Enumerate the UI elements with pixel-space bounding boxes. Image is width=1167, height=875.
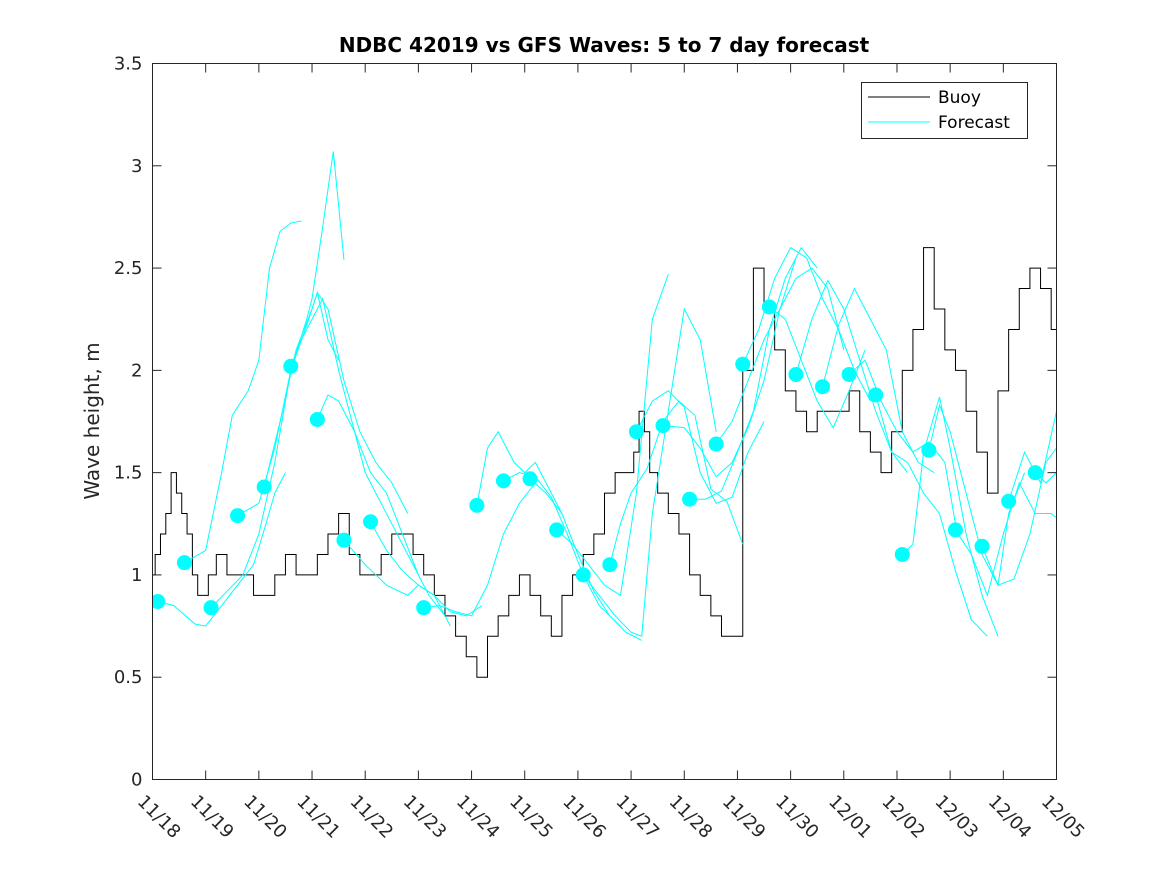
forecast-line [742,246,871,402]
forecast-point [921,442,937,458]
forecast-line [822,287,935,474]
forecast-line [290,297,419,576]
legend-box [861,82,1028,139]
forecast-line [210,290,340,609]
y-tick-label: 2.5 [114,258,143,279]
x-tick-label: 11/26 [558,791,610,843]
y-axis-label: Wave height, m [80,342,104,499]
forecast-point [788,366,804,382]
legend-label-forecast: Forecast [938,113,1010,133]
chart-title: NDBC 42019 vs GFS Waves: 5 to 7 day fore… [339,33,870,57]
forecast-line [609,400,744,565]
forecast-line [769,306,866,429]
forecast-point [522,471,538,487]
x-tick-label: 12/04 [984,791,1036,843]
x-tick-label: 11/19 [186,791,238,843]
x-tick-label: 11/29 [718,791,770,843]
forecast-point [682,491,698,507]
plot-frame [152,63,1057,780]
forecast-line [370,521,483,617]
forecast-line [582,307,717,638]
y-tick-label: 0.5 [114,667,143,688]
series-layer [152,151,1057,678]
forecast-line [901,396,999,637]
forecast-line [662,257,797,478]
x-tick-label: 11/28 [665,791,717,843]
forecast-line [184,220,302,564]
forecast-line [715,267,845,445]
forecast-line [955,481,1057,598]
forecast-point [1027,465,1043,481]
forecast-line [875,394,988,637]
forecast-point [549,522,565,538]
forecast-point [708,436,724,452]
forecast-point [894,546,910,562]
y-tick-label: 0 [131,770,142,791]
forecast-line [981,447,1057,586]
forecast-point [469,497,485,513]
forecast-point [947,522,963,538]
forecast-point [815,379,831,395]
forecast-point [336,532,352,548]
forecast-point [841,366,857,382]
y-tick-label: 3 [131,156,142,177]
forecast-line [928,403,1026,587]
forecast-point [602,557,618,573]
x-tick-label: 11/25 [505,791,557,843]
y-tick-label: 1.5 [114,463,143,484]
forecast-point [309,411,325,427]
forecast-point [176,555,192,571]
forecast-point [203,600,219,616]
forecast-line [476,430,563,514]
forecast-line [635,390,765,504]
x-tick-label: 11/30 [771,791,823,843]
forecast-point [761,299,777,315]
forecast-point [735,356,751,372]
forecast-point [363,514,379,530]
x-tick-label: 11/23 [399,791,451,843]
y-tick-label: 3.5 [114,54,143,75]
forecast-line [795,279,909,473]
forecast-line [556,274,669,597]
y-tick-label: 2 [131,360,142,381]
y-tick-label: 1 [131,565,142,586]
x-tick-label: 12/01 [824,791,876,843]
x-tick-label: 12/03 [931,791,983,843]
forecast-line [848,359,956,524]
forecast-point [1001,493,1017,509]
plot-background [152,63,1056,779]
forecast-point [655,418,671,434]
forecast-point [230,508,246,524]
forecast-point [416,600,432,616]
buoy-line [152,247,1057,678]
x-tick-label: 11/18 [133,791,185,843]
forecast-line [316,394,446,617]
x-tick-label: 11/27 [612,791,664,843]
plot-area [152,151,1057,678]
forecast-line [503,472,621,627]
forecast-point [152,594,166,610]
x-tick-label: 11/24 [452,791,504,843]
forecast-line [263,291,409,514]
forecast-point [974,538,990,554]
forecast-point [628,424,644,440]
forecast-point [256,479,272,495]
legend: Buoy Forecast [861,82,1028,139]
forecast-point [868,387,884,403]
forecast-point [283,358,299,374]
x-tick-label: 12/05 [1037,791,1089,843]
forecast-line [423,482,536,617]
x-tick-label: 11/22 [346,791,398,843]
forecast-point [495,473,511,489]
x-tick-label: 12/02 [877,791,929,843]
x-tick-label: 11/21 [292,791,344,843]
legend-label-buoy: Buoy [938,88,981,108]
x-tick-label: 11/20 [239,791,291,843]
forecast-line [689,246,818,500]
forecast-point [575,567,591,583]
forecast-line [157,472,286,627]
